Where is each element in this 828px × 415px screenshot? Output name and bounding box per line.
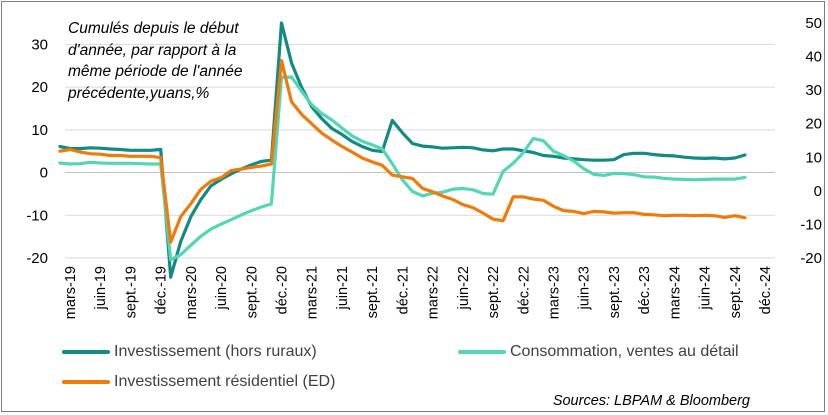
x-tick-label: juin-23: [577, 266, 593, 311]
chart-annotation: Cumulés depuis le début d'année, par rap…: [68, 20, 243, 102]
right-tick-label: 50: [805, 15, 822, 32]
right-tick-label: -10: [800, 216, 822, 233]
legend-swatch-residentiel: [62, 380, 110, 384]
x-tick-label: juin-21: [335, 266, 351, 311]
legend-label-investissement: Investissement (hors ruraux): [114, 343, 317, 360]
left-tick-label: 0: [40, 165, 48, 182]
left-tick-label: 10: [31, 122, 48, 139]
x-tick-label: déc.-22: [516, 266, 532, 314]
right-axis-ticks: -20 -10 0 10 20 30 40 50: [800, 15, 822, 267]
x-tick-label: déc.-23: [637, 266, 653, 314]
x-tick-label: sept.-20: [244, 266, 260, 318]
x-tick-label: mars-23: [546, 266, 562, 319]
x-tick-label: mars-19: [63, 266, 79, 319]
x-tick-label: mars-21: [305, 266, 321, 319]
x-tick-label: déc.-19: [154, 266, 170, 314]
legend-label-residentiel: Investissement résidentiel (ED): [114, 373, 336, 390]
x-tick-label: déc.-20: [275, 266, 291, 314]
left-tick-label: 30: [31, 36, 48, 53]
left-axis-ticks: -20 -10 0 10 20 30: [26, 36, 48, 267]
x-tick-label: juin-19: [93, 266, 109, 311]
x-tick-label: juin-22: [456, 266, 472, 311]
legend-item-investissement: Investissement (hors ruraux): [62, 343, 317, 361]
series-line-2: [58, 58, 747, 244]
x-tick-label: sept.-19: [123, 266, 139, 318]
x-tick-label: mars-24: [667, 266, 683, 319]
legend-item-consommation: Consommation, ventes au détail: [458, 343, 739, 361]
x-tick-label: déc.-24: [758, 266, 774, 314]
right-tick-label: 40: [805, 49, 822, 66]
series-lines: [58, 21, 747, 279]
left-tick-label: -10: [26, 207, 48, 224]
series-line-1: [58, 75, 747, 262]
legend-item-residentiel: Investissement résidentiel (ED): [62, 373, 335, 391]
left-tick-label: -20: [26, 250, 48, 267]
x-tick-label: juin-24: [698, 266, 714, 311]
x-tick-label: sept.-22: [486, 266, 502, 318]
x-tick-label: mars-20: [184, 266, 200, 319]
x-tick-label: sept.-24: [728, 266, 744, 318]
x-axis-ticks: mars-19 juin-19 sept.-19 déc.-19 mars-20 juin…: [63, 266, 774, 319]
source-note: Sources: LBPAM & Bloomberg: [552, 393, 750, 409]
x-tick-label: sept.-23: [607, 266, 623, 318]
x-tick-label: juin-20: [214, 266, 230, 311]
left-tick-label: 20: [31, 79, 48, 96]
right-tick-label: 20: [805, 116, 822, 133]
x-tick-label: déc.-21: [395, 266, 411, 314]
right-tick-label: 0: [814, 183, 822, 200]
series-line-0: [58, 21, 747, 279]
x-tick-label: sept.-21: [365, 266, 381, 318]
x-tick-label: mars-22: [426, 266, 442, 319]
right-tick-label: 30: [805, 82, 822, 99]
legend-label-consommation: Consommation, ventes au détail: [510, 343, 739, 360]
legend-swatch-consommation: [458, 350, 506, 354]
right-tick-label: -20: [800, 250, 822, 267]
right-tick-label: 10: [805, 149, 822, 166]
legend-swatch-investissement: [62, 350, 110, 354]
